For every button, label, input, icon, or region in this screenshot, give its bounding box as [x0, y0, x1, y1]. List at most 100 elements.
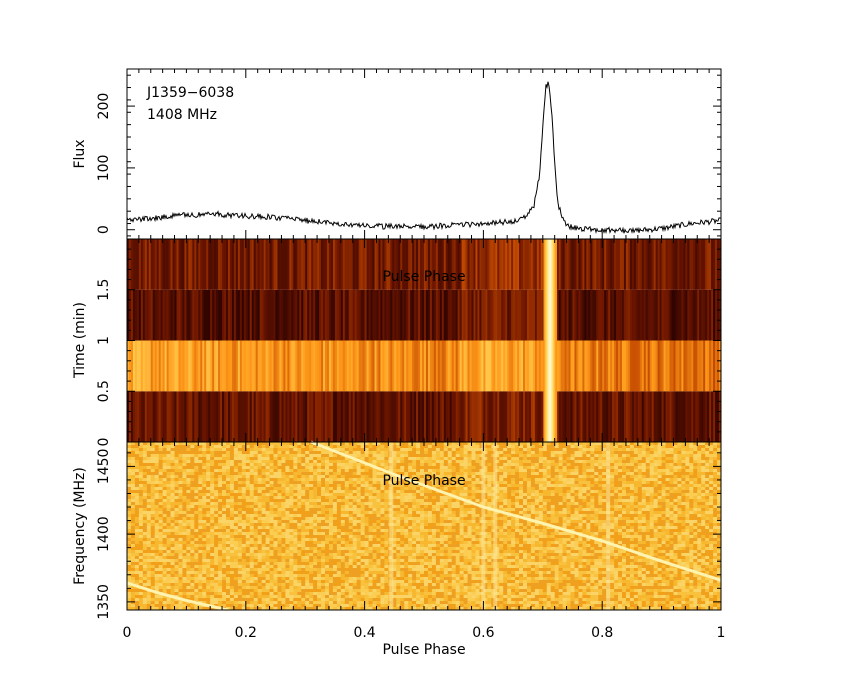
time-phase-cell [404, 340, 407, 392]
time-phase-cell [687, 391, 690, 442]
frequency-phase-cell [503, 463, 508, 467]
frequency-phase-cell [301, 484, 306, 488]
frequency-phase-cell [622, 457, 627, 461]
time-phase-cell [473, 391, 476, 442]
frequency-phase-cell [237, 448, 243, 452]
time-phase-cell [517, 239, 520, 290]
frequency-phase-cell [372, 505, 377, 509]
frequency-phase-cell [594, 442, 599, 446]
time-phase-cell [414, 340, 417, 392]
frequency-phase-cell [673, 478, 678, 482]
frequency-phase-cell [281, 499, 286, 503]
frequency-phase-cell [507, 445, 512, 449]
time-phase-cell [578, 239, 581, 290]
frequency-phase-cell [574, 460, 579, 464]
time-phase-cell [697, 340, 700, 392]
time-phase-cell [526, 340, 530, 392]
frequency-phase-cell [483, 469, 488, 473]
frequency-phase-cell [427, 466, 433, 470]
frequency-phase-cell [629, 457, 635, 461]
frequency-phase-cell [158, 448, 164, 452]
frequency-phase-cell [574, 505, 579, 509]
frequency-phase-cell [681, 487, 686, 491]
frequency-phase-cell [321, 442, 326, 446]
frequency-phase-cell [439, 505, 445, 509]
time-phase-cell [653, 340, 657, 392]
frequency-phase-cell [400, 490, 405, 494]
frequency-phase-cell [154, 496, 160, 500]
frequency-phase-cell [297, 463, 302, 467]
frequency-phase-cell [519, 469, 524, 473]
frequency-phase-cell [550, 499, 556, 503]
frequency-phase-cell [313, 448, 318, 452]
frequency-phase-cell [237, 484, 243, 488]
frequency-phase-cell [265, 493, 270, 497]
frequency-phase-cell [332, 499, 338, 503]
frequency-phase-cell [241, 466, 247, 470]
frequency-phase-cell [257, 463, 263, 467]
frequency-phase-cell [352, 469, 358, 473]
time-phase-cell [513, 391, 516, 442]
frequency-phase-cell [602, 502, 607, 506]
frequency-phase-cell [170, 442, 175, 446]
time-phase-cell [487, 289, 490, 341]
frequency-phase-cell [515, 502, 520, 506]
time-phase-cell [663, 340, 667, 392]
frequency-phase-cell [313, 493, 318, 497]
time-phase-cell [633, 391, 637, 442]
frequency-phase-cell [336, 481, 342, 485]
time-phase-cell [328, 391, 332, 442]
time-phase-cell [376, 391, 379, 442]
time-phase-cell [317, 391, 320, 442]
frequency-phase-cell [435, 451, 441, 455]
time-phase-cell [465, 340, 469, 392]
frequency-phase-cell [499, 448, 504, 452]
frequency-phase-cell [273, 442, 278, 446]
time-phase-cell [707, 391, 710, 442]
frequency-phase-cell [368, 487, 373, 491]
frequency-phase-cell [253, 505, 259, 509]
time-phase-cell [596, 239, 599, 290]
frequency-phase-cell [443, 472, 449, 476]
frequency-phase-cell [198, 445, 203, 449]
frequency-phase-cell [645, 499, 651, 503]
frequency-phase-cell [629, 481, 635, 485]
frequency-phase-cell [717, 454, 722, 458]
time-phase-overlay-label: Pulse Phase [382, 269, 465, 285]
time-phase-cell [475, 340, 478, 392]
time-phase-cell [259, 391, 263, 442]
frequency-phase-cell [443, 505, 449, 509]
time-phase-cell [313, 391, 316, 442]
frequency-phase-cell [503, 472, 508, 476]
time-phase-cell [477, 340, 480, 392]
frequency-phase-cell [713, 466, 718, 470]
frequency-phase-cell [499, 463, 504, 467]
frequency-phase-cell [376, 493, 381, 497]
time-phase-cell [136, 289, 140, 341]
frequency-phase-cell [625, 496, 631, 500]
time-phase-cell [574, 340, 577, 392]
frequency-phase-cell [174, 490, 179, 494]
time-phase-cell [457, 289, 461, 341]
frequency-phase-cell [574, 466, 579, 470]
time-phase-cell [612, 239, 615, 290]
frequency-phase-cell [645, 442, 651, 446]
frequency-phase-cell [400, 487, 405, 491]
frequency-phase-cell [265, 448, 270, 452]
frequency-phase-cell [602, 472, 607, 476]
frequency-phase-cell [471, 472, 476, 476]
frequency-phase-cell [574, 442, 579, 446]
frequency-phase-cell [602, 499, 607, 503]
time-phase-cell [336, 340, 340, 392]
frequency-phase-cell [233, 463, 239, 467]
time-phase-cell [249, 340, 253, 392]
frequency-phase-cell [558, 469, 563, 473]
frequency-phase-cell [154, 454, 160, 458]
time-phase-cell [507, 289, 510, 341]
time-phase-cell [380, 239, 383, 290]
time-phase-cell [703, 239, 706, 290]
frequency-phase-cell [328, 508, 334, 512]
frequency-phase-cell [463, 487, 468, 491]
frequency-phase-cell [309, 490, 314, 494]
frequency-phase-cell [562, 487, 567, 491]
